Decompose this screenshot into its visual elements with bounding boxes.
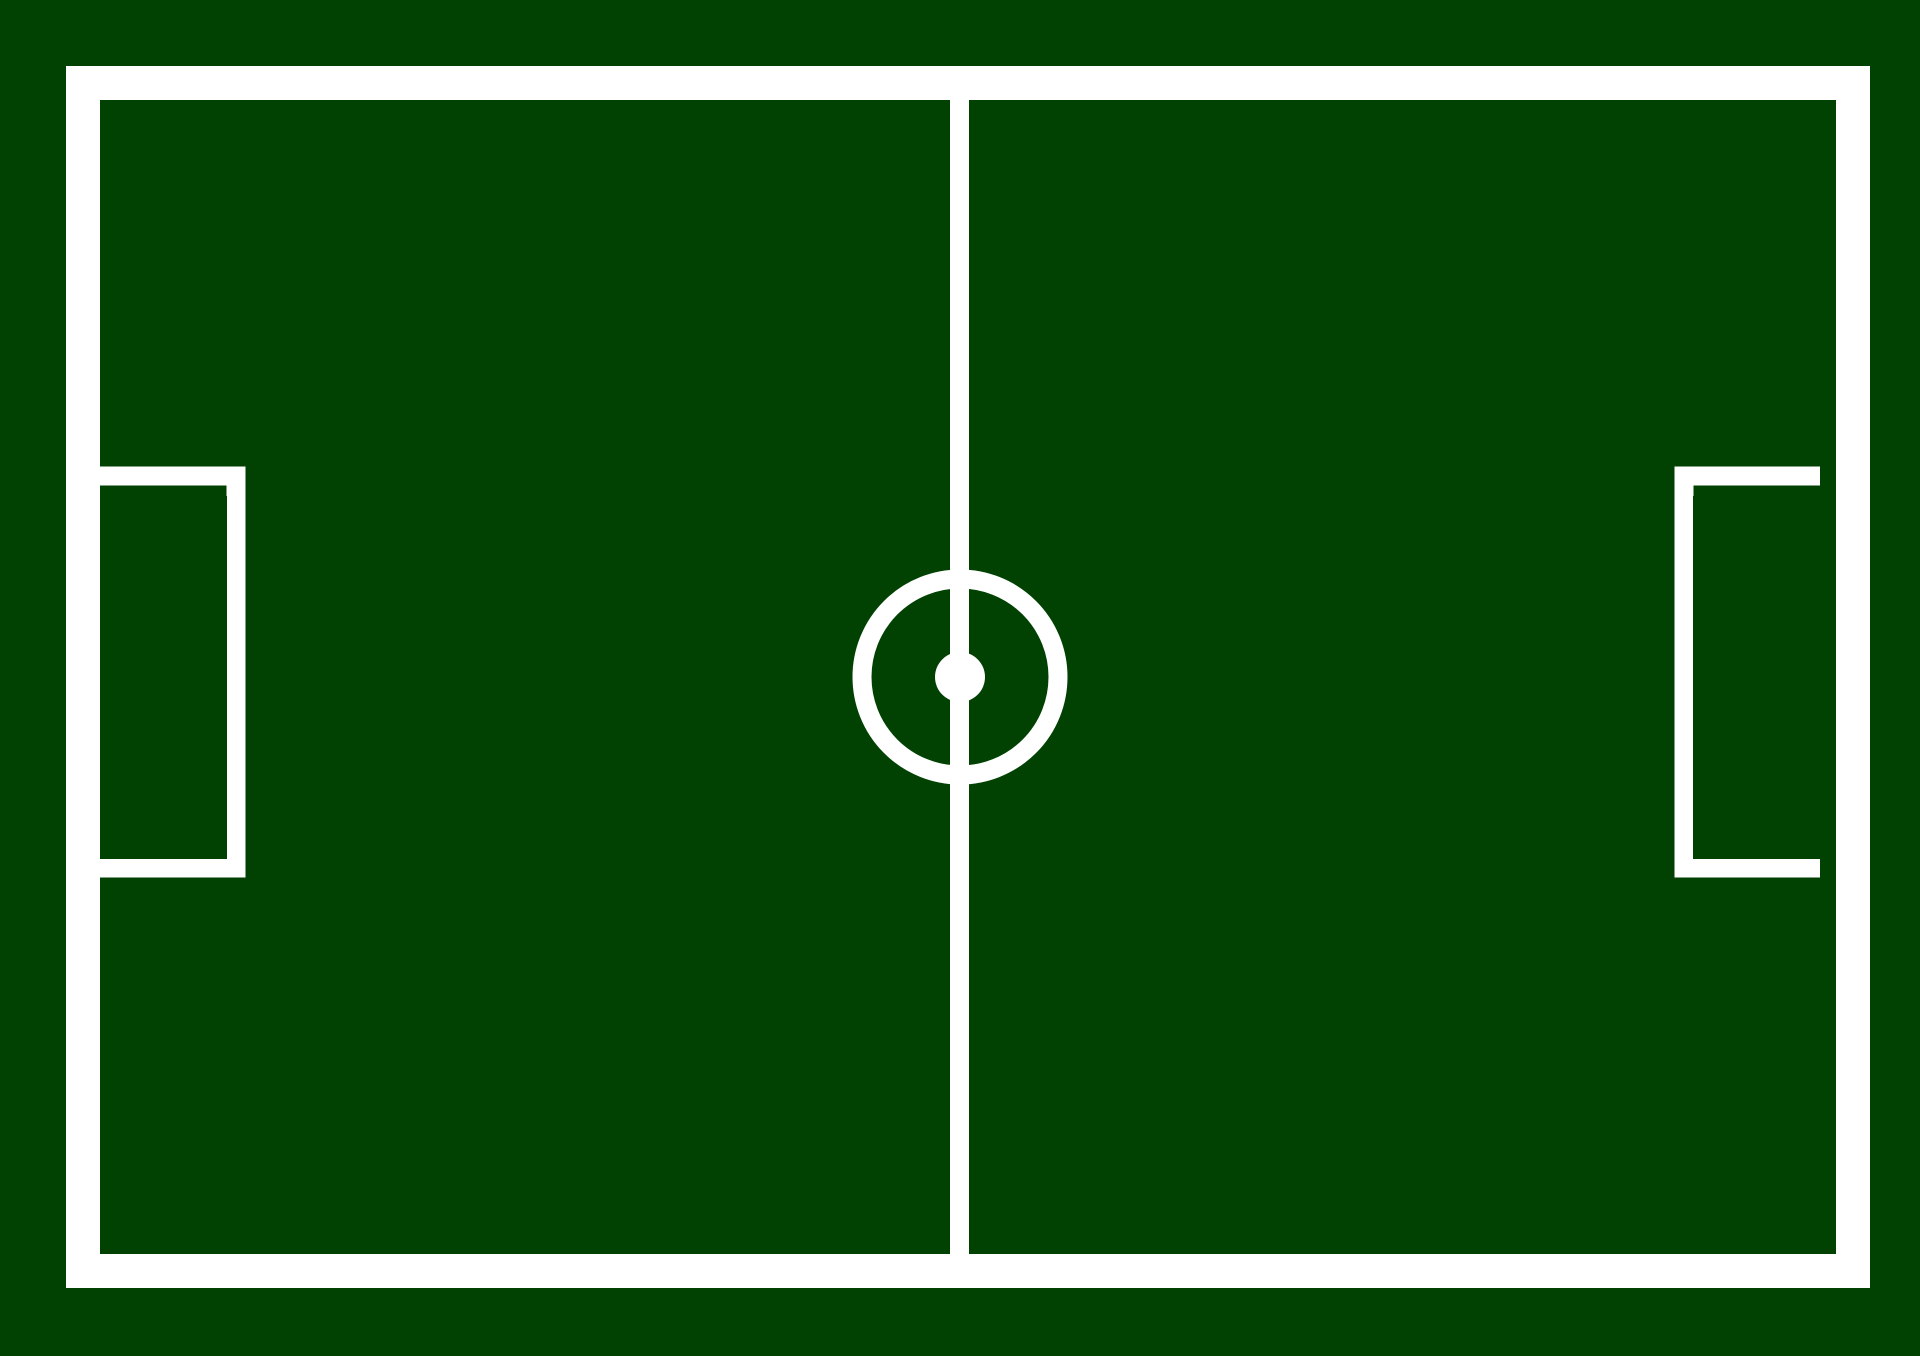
- center-spot: [935, 652, 985, 702]
- right-goal-area-box: [1693, 496, 1820, 859]
- left-goal-area-box: [100, 496, 227, 859]
